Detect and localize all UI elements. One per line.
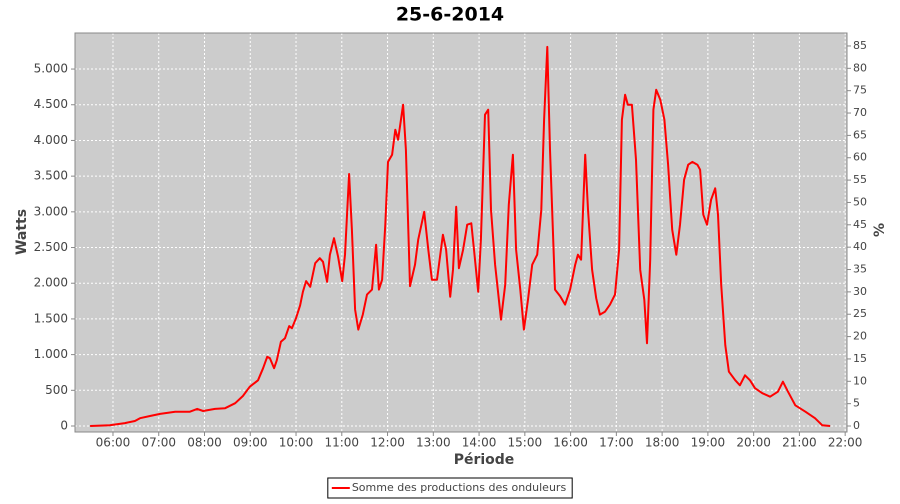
y2-tick-label: 70 — [853, 106, 867, 119]
y2-tick-label: 10 — [853, 374, 867, 387]
y-tick-label: 500 — [45, 383, 68, 397]
y2-tick-label: 35 — [853, 263, 867, 276]
plot-area — [75, 33, 847, 432]
x-tick-label: 20:00 — [736, 436, 771, 450]
y-axis-label: Watts — [14, 209, 30, 255]
chart-title: 25-6-2014 — [396, 4, 504, 26]
x-tick-label: 13:00 — [416, 436, 451, 450]
x-tick-label: 10:00 — [279, 436, 314, 450]
y2-tick-label: 50 — [853, 195, 867, 208]
y-tick-label: 4.000 — [34, 133, 68, 147]
legend: Somme des productions des onduleurs — [327, 477, 573, 499]
y-tick-label: 5.000 — [34, 62, 68, 76]
y2-tick-label: 40 — [853, 240, 867, 253]
y-tick-label: 2.000 — [34, 276, 68, 290]
y2-tick-label: 30 — [853, 285, 867, 298]
y-tick-label: 3.000 — [34, 204, 68, 218]
x-tick-label: 21:00 — [782, 436, 817, 450]
x-axis-label: Période — [454, 452, 515, 468]
y-tick-label: 0 — [60, 419, 68, 433]
y-tick-label: 4.500 — [34, 97, 68, 111]
y2-tick-label: 20 — [853, 330, 867, 343]
y2-axis-label: % — [872, 223, 888, 237]
x-tick-label: 18:00 — [645, 436, 680, 450]
x-tick-label: 15:00 — [508, 436, 543, 450]
y2-tick-label: 15 — [853, 352, 867, 365]
y-tick-label: 1.500 — [34, 311, 68, 325]
legend-label: Somme des productions des onduleurs — [352, 481, 567, 494]
x-tick-label: 16:00 — [553, 436, 588, 450]
x-tick-label: 08:00 — [187, 436, 222, 450]
x-tick-label: 06:00 — [96, 436, 131, 450]
x-tick-label: 22:00 — [828, 436, 863, 450]
x-tick-label: 12:00 — [370, 436, 405, 450]
x-tick-label: 09:00 — [233, 436, 268, 450]
y2-tick-label: 55 — [853, 173, 867, 186]
x-tick-label: 14:00 — [462, 436, 497, 450]
y2-tick-label: 80 — [853, 61, 867, 74]
y2-tick-label: 85 — [853, 39, 867, 52]
legend-box — [327, 477, 573, 499]
line-series — [90, 45, 831, 427]
x-tick-label: 11:00 — [324, 436, 359, 450]
y2-tick-label: 0 — [853, 419, 860, 432]
y2-tick-label: 5 — [853, 397, 860, 410]
y2-tick-label: 60 — [853, 151, 867, 164]
y2-tick-label: 65 — [853, 128, 867, 141]
plot-border — [74, 32, 848, 433]
y2-tick-label: 45 — [853, 218, 867, 231]
y-tick-label: 2.500 — [34, 240, 68, 254]
y-tick-label: 1.000 — [34, 347, 68, 361]
y2-tick-label: 25 — [853, 307, 867, 320]
x-tick-label: 17:00 — [599, 436, 634, 450]
y-tick-label: 3.500 — [34, 169, 68, 183]
y2-tick-label: 75 — [853, 84, 867, 97]
x-tick-label: 07:00 — [141, 436, 176, 450]
x-tick-label: 19:00 — [691, 436, 726, 450]
